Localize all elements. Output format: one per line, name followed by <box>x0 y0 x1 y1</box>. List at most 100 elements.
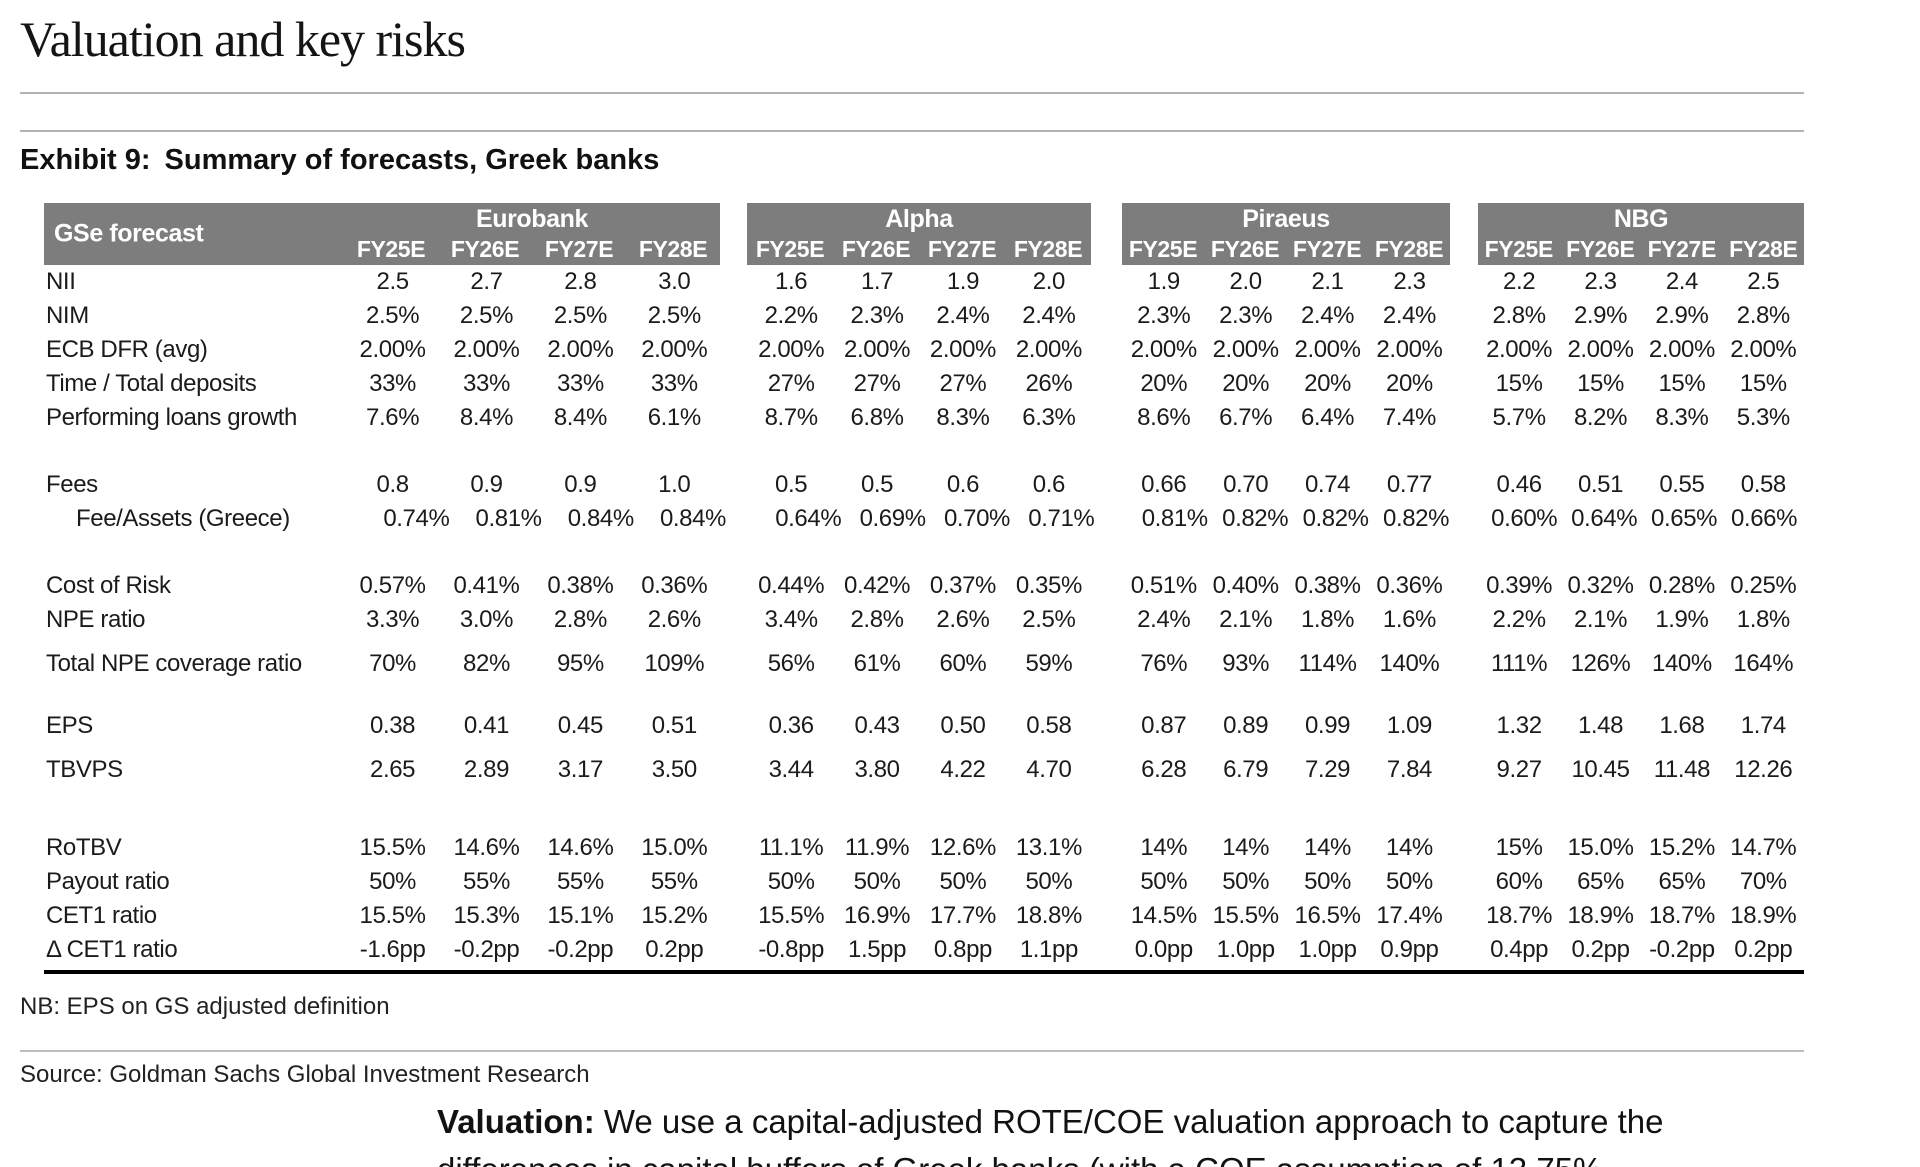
value-cell: 2.5% <box>1022 606 1076 633</box>
table-row: Cost of Risk 0.57% 0.41% 0.38% 0.36% 0.44% 0.4… <box>44 569 1804 603</box>
value-cell: 2.00% <box>1567 336 1634 363</box>
table-row: Total NPE coverage ratio 70% 82% 95% 109% 56%… <box>44 647 1804 681</box>
bank-value-group: 15% 15% 15% 15% <box>1478 370 1804 398</box>
forecast-table-body: NII 2.5 2.7 2.8 3.0 1.6 1.7 1.9 2.0 1.9 2.0 2.1 2.3 2… <box>44 265 1804 967</box>
value-cell: 70% <box>369 650 416 677</box>
bank-value-group: 2.5% 2.5% 2.5% 2.5% <box>346 302 722 330</box>
year-header: FY25E <box>1128 236 1198 262</box>
value-cell: 6.79 <box>1223 756 1269 783</box>
exhibit-label: Exhibit 9: <box>20 144 151 176</box>
value-cell: 2.00% <box>1130 336 1197 363</box>
year-header: FY25E <box>1484 236 1554 262</box>
value-cell: 50% <box>1304 868 1351 895</box>
bank-value-group: 5.7% 8.2% 8.3% 5.3% <box>1478 404 1804 432</box>
value-cell: 2.00% <box>1376 336 1443 363</box>
bank-value-group: 8.6% 6.7% 6.4% 7.4% <box>1123 404 1451 432</box>
value-cell: 56% <box>767 650 815 677</box>
row-label: Total NPE coverage ratio <box>46 650 302 677</box>
value-cell: 6.28 <box>1141 756 1187 783</box>
table-row: NIM 2.5% 2.5% 2.5% 2.5% 2.2% 2.3% 2.4% 2.4% 2.3% 2… <box>44 299 1804 333</box>
value-cell: 6.4% <box>1300 404 1355 431</box>
row-label: Payout ratio <box>46 868 170 895</box>
value-cell: 7.4% <box>1382 404 1437 431</box>
value-cell: 1.74 <box>1740 712 1787 739</box>
bank-value-group: 11.1% 11.9% 12.6% 13.1% <box>748 834 1092 862</box>
value-cell: 2.8% <box>1492 302 1547 329</box>
value-cell: 26% <box>1025 370 1073 397</box>
value-cell: 33% <box>556 370 604 397</box>
value-cell: 0.38% <box>1294 572 1361 599</box>
value-cell: 0.43 <box>854 712 900 739</box>
value-cell: 0.9 <box>470 471 503 498</box>
value-cell: 2.65 <box>370 756 416 783</box>
value-cell: 8.7% <box>764 404 819 431</box>
value-cell: 59% <box>1025 650 1073 677</box>
value-cell: 0.44% <box>758 572 825 599</box>
row-label: Fees <box>46 471 98 498</box>
exhibit-heading: Exhibit 9: Summary of forecasts, Greek ba… <box>20 144 659 177</box>
value-cell: 15.5% <box>359 902 426 929</box>
value-cell: 1.5pp <box>848 936 907 963</box>
row-label: Δ CET1 ratio <box>46 936 178 963</box>
bank-value-group: 1.6 1.7 1.9 2.0 <box>748 268 1092 296</box>
value-cell: 0.69% <box>859 505 926 532</box>
value-cell: 60% <box>1495 868 1543 895</box>
value-cell: 50% <box>1025 868 1073 895</box>
value-cell: 0.82% <box>1302 505 1369 532</box>
bank-value-group: 3.4% 2.8% 2.6% 2.5% <box>748 606 1092 634</box>
value-cell: 0.37% <box>929 572 996 599</box>
value-cell: 27% <box>767 370 815 397</box>
value-cell: -0.8pp <box>758 936 824 963</box>
value-cell: 2.7 <box>470 268 503 295</box>
year-header: FY28E <box>638 236 708 262</box>
header-block-piraeus: Piraeus FY25E FY26E FY27E FY28E <box>1122 203 1450 265</box>
table-row: Fee/Assets (Greece) 0.74% 0.81% 0.84% 0.84% 0… <box>44 502 1804 536</box>
value-cell: 3.3% <box>366 606 420 633</box>
value-cell: 11.9% <box>844 834 910 861</box>
value-cell: 0.8 <box>376 471 410 498</box>
value-cell: 3.50 <box>651 756 698 783</box>
value-cell: 1.8% <box>1736 606 1791 633</box>
value-cell: 50% <box>369 868 416 895</box>
value-cell: 1.6% <box>1382 606 1437 633</box>
value-cell: 0.25% <box>1730 572 1797 599</box>
value-cell: 0.74% <box>383 505 450 532</box>
bank-value-group: 0.60% 0.64% 0.65% 0.66% <box>1484 505 1804 533</box>
value-cell: 2.1% <box>1219 606 1273 633</box>
value-cell: 15.3% <box>453 902 520 929</box>
bank-value-group: 0.44% 0.42% 0.37% 0.35% <box>748 572 1092 600</box>
bank-value-group: 70% 82% 95% 109% <box>346 650 722 678</box>
value-cell: 14% <box>1304 834 1351 861</box>
value-cell: 4.22 <box>940 756 986 783</box>
value-cell: 0.99 <box>1304 712 1351 739</box>
table-bottom-border <box>44 970 1804 974</box>
bank-value-group: 14% 14% 14% 14% <box>1123 834 1451 862</box>
table-row: EPS 0.38 0.41 0.45 0.51 0.36 0.43 0.50 0.58 0.87 0… <box>44 709 1804 743</box>
value-cell: 3.0% <box>459 606 514 633</box>
table-row: ECB DFR (avg) 2.00% 2.00% 2.00% 2.00% 2.00% 2.… <box>44 333 1804 367</box>
value-cell: 50% <box>853 868 901 895</box>
bank-value-group: 2.3% 2.3% 2.4% 2.4% <box>1123 302 1451 330</box>
value-cell: 2.2% <box>764 302 819 329</box>
value-cell: 1.6 <box>775 268 808 295</box>
value-cell: 0.70 <box>1223 471 1269 498</box>
year-header: FY26E <box>450 236 520 262</box>
value-cell: 18.7% <box>1486 902 1553 929</box>
value-cell: 33% <box>369 370 416 397</box>
value-cell: 15% <box>1495 370 1543 397</box>
value-cell: 20% <box>1304 370 1351 397</box>
value-cell: 2.00% <box>929 336 996 363</box>
value-cell: 0.77 <box>1386 471 1433 498</box>
value-cell: 2.3 <box>1584 268 1617 295</box>
value-cell: 0.58 <box>1026 712 1072 739</box>
bank-value-group: 0.87 0.89 0.99 1.09 <box>1123 712 1451 740</box>
value-cell: 5.7% <box>1492 404 1547 431</box>
paragraph-line1: We use a capital-adjusted ROTE/COE valua… <box>594 1103 1664 1140</box>
bank-value-group: 15.5% 15.3% 15.1% 15.2% <box>346 902 722 930</box>
table-row: TBVPS 2.65 2.89 3.17 3.50 3.44 3.80 4.22 4.70 6.2… <box>44 753 1804 787</box>
value-cell: 2.5 <box>1747 268 1780 295</box>
value-cell: 15% <box>1658 370 1706 397</box>
header-block-eurobank: GSe forecast Eurobank FY25E FY26E FY27E … <box>44 203 720 265</box>
bank-value-group: 0.4pp 0.2pp -0.2pp 0.2pp <box>1478 936 1804 964</box>
value-cell: 0.57% <box>359 572 426 599</box>
